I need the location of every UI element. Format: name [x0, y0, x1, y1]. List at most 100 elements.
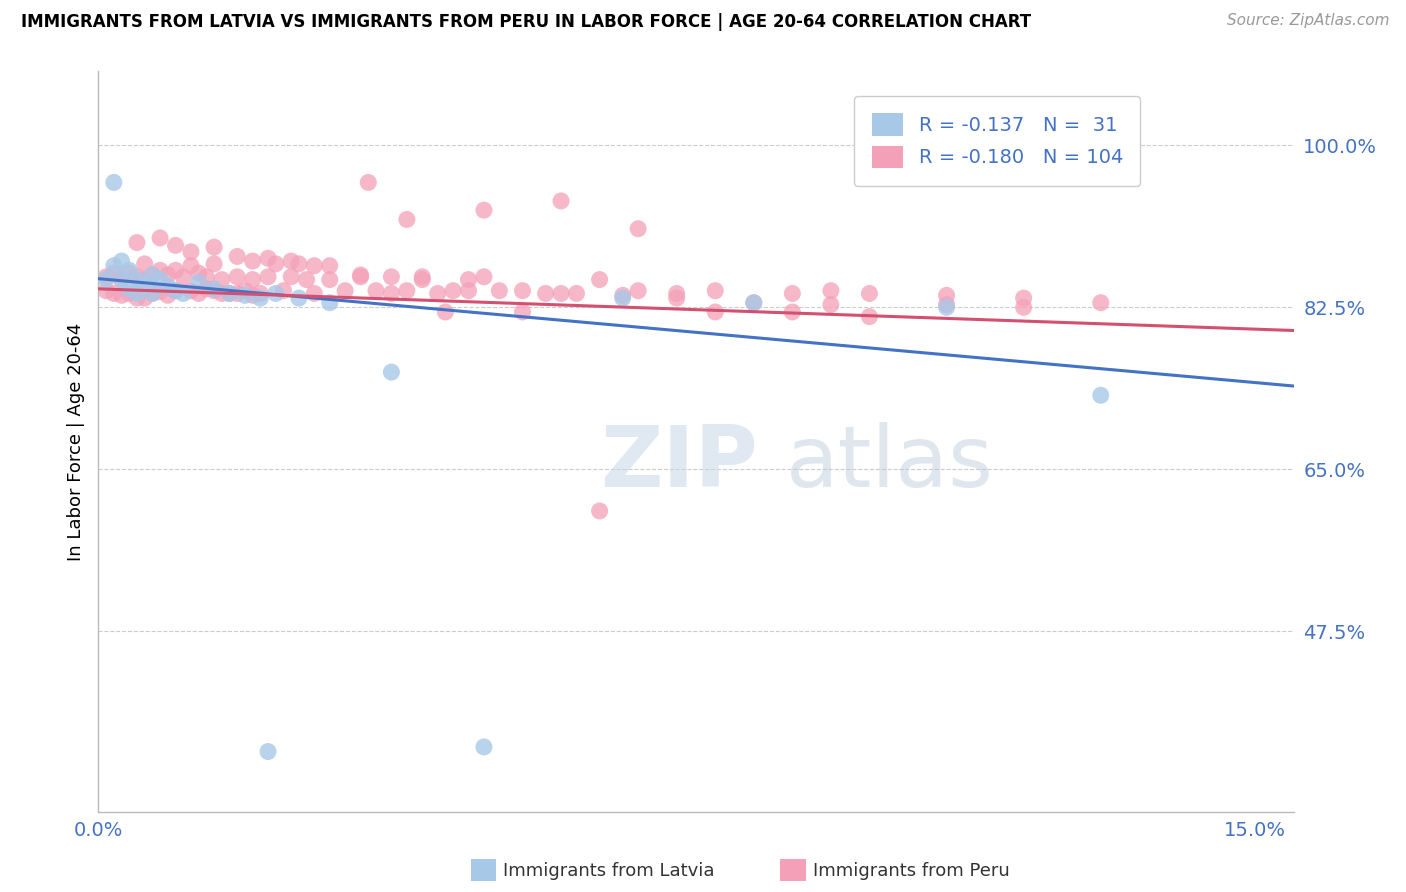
Point — [472, 739, 495, 754]
Text: Immigrants from Latvia: Immigrants from Latvia — [503, 862, 714, 880]
Point — [202, 240, 225, 254]
Point — [426, 286, 449, 301]
Point — [395, 212, 418, 227]
Point — [195, 282, 218, 296]
Point — [180, 259, 202, 273]
Point — [125, 272, 148, 286]
Point — [211, 272, 233, 286]
Point — [156, 268, 179, 282]
Point — [257, 269, 280, 284]
Point — [457, 284, 479, 298]
Point — [472, 203, 495, 218]
Point — [858, 286, 880, 301]
Point — [534, 286, 557, 301]
Point — [782, 286, 804, 301]
Point — [512, 284, 534, 298]
Point — [1090, 295, 1112, 310]
Point — [187, 286, 209, 301]
Point — [103, 259, 125, 273]
Point — [357, 175, 380, 190]
Point — [742, 295, 765, 310]
Point — [202, 284, 225, 298]
Point — [103, 286, 125, 301]
Point — [411, 269, 433, 284]
Point — [411, 272, 433, 286]
Point — [103, 175, 125, 190]
Point — [156, 288, 179, 302]
Point — [187, 276, 209, 290]
Point — [110, 288, 132, 302]
Text: Immigrants from Peru: Immigrants from Peru — [813, 862, 1010, 880]
Point — [226, 269, 249, 284]
Point — [550, 286, 572, 301]
Point — [141, 286, 163, 301]
Point — [125, 291, 148, 305]
Point — [257, 252, 280, 266]
Point — [141, 268, 163, 282]
Point — [319, 272, 342, 286]
Point — [665, 291, 688, 305]
Point — [233, 284, 256, 298]
Point — [242, 288, 264, 302]
Point — [935, 288, 957, 302]
Point — [172, 286, 194, 301]
Point — [110, 254, 132, 268]
Point — [134, 291, 156, 305]
Point — [165, 263, 187, 277]
Y-axis label: In Labor Force | Age 20-64: In Labor Force | Age 20-64 — [66, 322, 84, 561]
Point — [295, 272, 318, 286]
Point — [149, 272, 172, 286]
Point — [149, 285, 172, 299]
Point — [125, 235, 148, 250]
Point — [211, 286, 233, 301]
Point — [380, 286, 402, 301]
Point — [141, 286, 163, 301]
Point — [858, 310, 880, 324]
Point — [627, 284, 650, 298]
Point — [202, 257, 225, 271]
Point — [704, 305, 727, 319]
Point — [588, 272, 610, 286]
Point — [665, 286, 688, 301]
Point — [257, 745, 280, 759]
Point — [118, 286, 141, 301]
Point — [134, 272, 156, 286]
Point — [94, 284, 117, 298]
Point — [118, 266, 141, 280]
Point — [612, 291, 634, 305]
Point — [264, 286, 287, 301]
Point — [242, 254, 264, 268]
Point — [380, 365, 402, 379]
Point — [273, 284, 295, 298]
Point — [935, 297, 957, 311]
Point — [704, 284, 727, 298]
Point — [364, 284, 387, 298]
Point — [627, 221, 650, 235]
Point — [488, 284, 510, 298]
Point — [1012, 291, 1035, 305]
Point — [782, 305, 804, 319]
Text: Source: ZipAtlas.com: Source: ZipAtlas.com — [1226, 13, 1389, 29]
Text: atlas: atlas — [786, 422, 994, 505]
Point — [242, 272, 264, 286]
Point — [472, 269, 495, 284]
Point — [202, 282, 225, 296]
Point — [288, 291, 311, 305]
Point — [218, 286, 240, 301]
Point — [588, 504, 610, 518]
Text: IMMIGRANTS FROM LATVIA VS IMMIGRANTS FROM PERU IN LABOR FORCE | AGE 20-64 CORREL: IMMIGRANTS FROM LATVIA VS IMMIGRANTS FRO… — [21, 13, 1031, 31]
Point — [280, 269, 302, 284]
Point — [94, 272, 117, 286]
Point — [165, 238, 187, 252]
Point — [434, 305, 457, 319]
Point — [149, 263, 172, 277]
Point — [395, 284, 418, 298]
Point — [349, 268, 371, 282]
Point — [512, 305, 534, 319]
Point — [233, 288, 256, 302]
Point — [172, 269, 194, 284]
Point — [226, 250, 249, 264]
Point — [264, 257, 287, 271]
Point — [187, 266, 209, 280]
Point — [226, 286, 249, 301]
